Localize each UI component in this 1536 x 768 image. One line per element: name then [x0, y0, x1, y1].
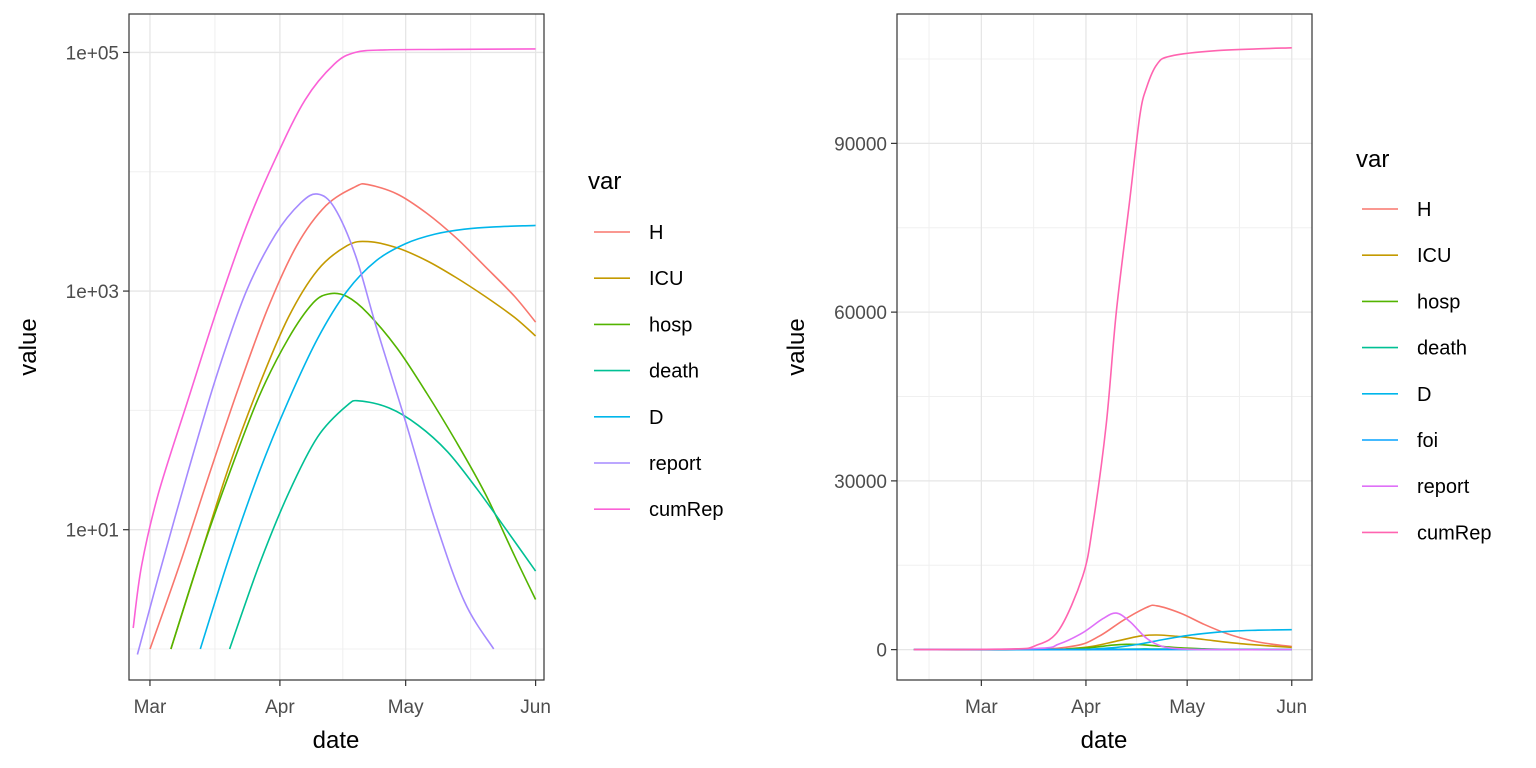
legend-item-foi: foi — [1362, 430, 1438, 452]
left-series-lines — [132, 48, 537, 655]
legend-item-icu: ICU — [1362, 245, 1451, 267]
x-tick-label: Jun — [520, 697, 551, 718]
legend-label-cumrep: cumRep — [1417, 522, 1491, 544]
legend-item-d: D — [594, 407, 663, 429]
x-tick-label: May — [1169, 697, 1205, 718]
legend-item-cumrep: cumRep — [594, 499, 723, 521]
x-tick-label: May — [388, 697, 424, 718]
legend-label-d: D — [649, 407, 663, 429]
left-legend-title: var — [588, 168, 621, 195]
legend-label-hosp: hosp — [649, 314, 692, 336]
left-plot-background — [129, 14, 544, 680]
series-line-icu — [170, 240, 537, 650]
right-plot-frame — [896, 13, 1313, 681]
y-tick-label: 1e+03 — [66, 282, 119, 303]
series-line-h — [913, 604, 1292, 651]
series-line-d — [199, 224, 536, 650]
y-tick-label: 90000 — [834, 134, 887, 155]
legend-label-hosp: hosp — [1417, 291, 1460, 313]
x-tick-label: Apr — [1071, 697, 1101, 718]
series-line-h — [149, 183, 537, 650]
legend-item-d: D — [1362, 384, 1431, 406]
legend-item-hosp: hosp — [594, 314, 692, 336]
legend-label-report: report — [649, 453, 702, 475]
right-y-axis-title: value — [783, 318, 810, 375]
right-chart-panel: Mar Apr May Jun 0 30000 60000 90000 date value… — [783, 13, 1491, 754]
left-x-ticks: Mar Apr May Jun — [134, 680, 551, 718]
y-tick-label: 60000 — [834, 303, 887, 324]
legend-item-death: death — [1362, 338, 1467, 360]
legend-item-report: report — [1362, 476, 1470, 498]
legend-label-cumrep: cumRep — [649, 499, 723, 521]
legend-label-h: H — [649, 222, 663, 244]
series-line-death — [228, 399, 537, 650]
right-x-axis-title: date — [1081, 727, 1128, 754]
series-line-hosp — [170, 292, 537, 650]
series-line-report — [913, 612, 1292, 651]
right-x-ticks: Mar Apr May Jun — [965, 680, 1307, 718]
legend-label-icu: ICU — [1417, 245, 1451, 267]
left-y-ticks: 1e+01 1e+03 1e+05 — [66, 43, 129, 542]
legend-item-h: H — [594, 222, 663, 244]
x-tick-label: Mar — [965, 697, 998, 718]
right-legend-title: var — [1356, 146, 1389, 173]
legend-item-h: H — [1362, 199, 1431, 221]
legend-item-cumrep: cumRep — [1362, 522, 1491, 544]
series-line-report — [136, 193, 495, 655]
y-tick-label: 30000 — [834, 472, 887, 493]
legend-item-hosp: hosp — [1362, 291, 1460, 313]
x-tick-label: Apr — [265, 697, 295, 718]
series-line-cumrep — [132, 48, 536, 629]
legend-item-death: death — [594, 361, 699, 383]
series-line-cumrep — [913, 47, 1292, 651]
y-tick-label: 0 — [876, 641, 887, 662]
legend-label-h: H — [1417, 199, 1431, 221]
right-series-lines — [913, 47, 1292, 651]
left-plot-frame — [128, 13, 545, 681]
legend-label-d: D — [1417, 384, 1431, 406]
right-y-ticks: 0 30000 60000 90000 — [834, 134, 897, 662]
legend-label-death: death — [1417, 338, 1467, 360]
legend-label-report: report — [1417, 476, 1470, 498]
y-tick-label: 1e+01 — [66, 521, 119, 542]
left-x-axis-title: date — [313, 727, 360, 754]
left-y-axis-title: value — [15, 318, 42, 375]
legend-item-report: report — [594, 453, 702, 475]
x-tick-label: Mar — [134, 697, 167, 718]
legend-label-icu: ICU — [649, 268, 683, 290]
legend-label-foi: foi — [1417, 430, 1438, 452]
left-grid — [129, 14, 544, 680]
x-tick-label: Jun — [1276, 697, 1307, 718]
y-tick-label: 1e+05 — [66, 43, 119, 64]
legend-item-icu: ICU — [594, 268, 683, 290]
right-plot-background — [897, 14, 1312, 680]
legend-label-death: death — [649, 361, 699, 383]
